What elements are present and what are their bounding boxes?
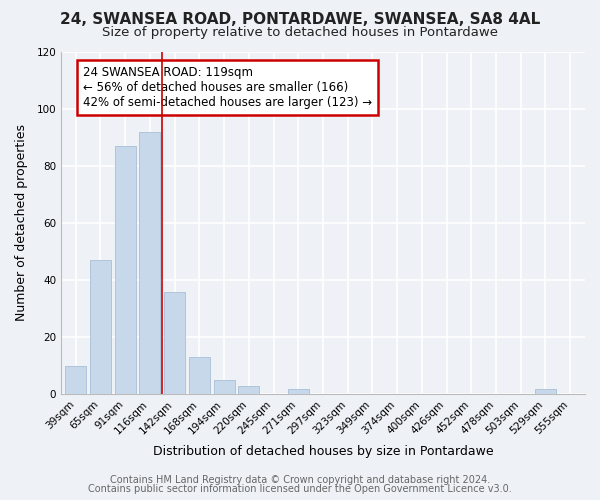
Bar xyxy=(535,388,556,394)
Text: Contains public sector information licensed under the Open Government Licence v3: Contains public sector information licen… xyxy=(88,484,512,494)
Bar xyxy=(139,132,160,394)
Bar xyxy=(214,380,235,394)
Bar xyxy=(288,388,309,394)
Bar xyxy=(189,358,210,395)
Text: 24 SWANSEA ROAD: 119sqm
← 56% of detached houses are smaller (166)
42% of semi-d: 24 SWANSEA ROAD: 119sqm ← 56% of detache… xyxy=(83,66,372,109)
Bar xyxy=(238,386,259,394)
X-axis label: Distribution of detached houses by size in Pontardawe: Distribution of detached houses by size … xyxy=(152,444,493,458)
Text: Contains HM Land Registry data © Crown copyright and database right 2024.: Contains HM Land Registry data © Crown c… xyxy=(110,475,490,485)
Y-axis label: Number of detached properties: Number of detached properties xyxy=(15,124,28,322)
Bar xyxy=(115,146,136,394)
Text: 24, SWANSEA ROAD, PONTARDAWE, SWANSEA, SA8 4AL: 24, SWANSEA ROAD, PONTARDAWE, SWANSEA, S… xyxy=(60,12,540,28)
Bar xyxy=(90,260,111,394)
Bar xyxy=(65,366,86,394)
Text: Size of property relative to detached houses in Pontardawe: Size of property relative to detached ho… xyxy=(102,26,498,39)
Bar xyxy=(164,292,185,395)
